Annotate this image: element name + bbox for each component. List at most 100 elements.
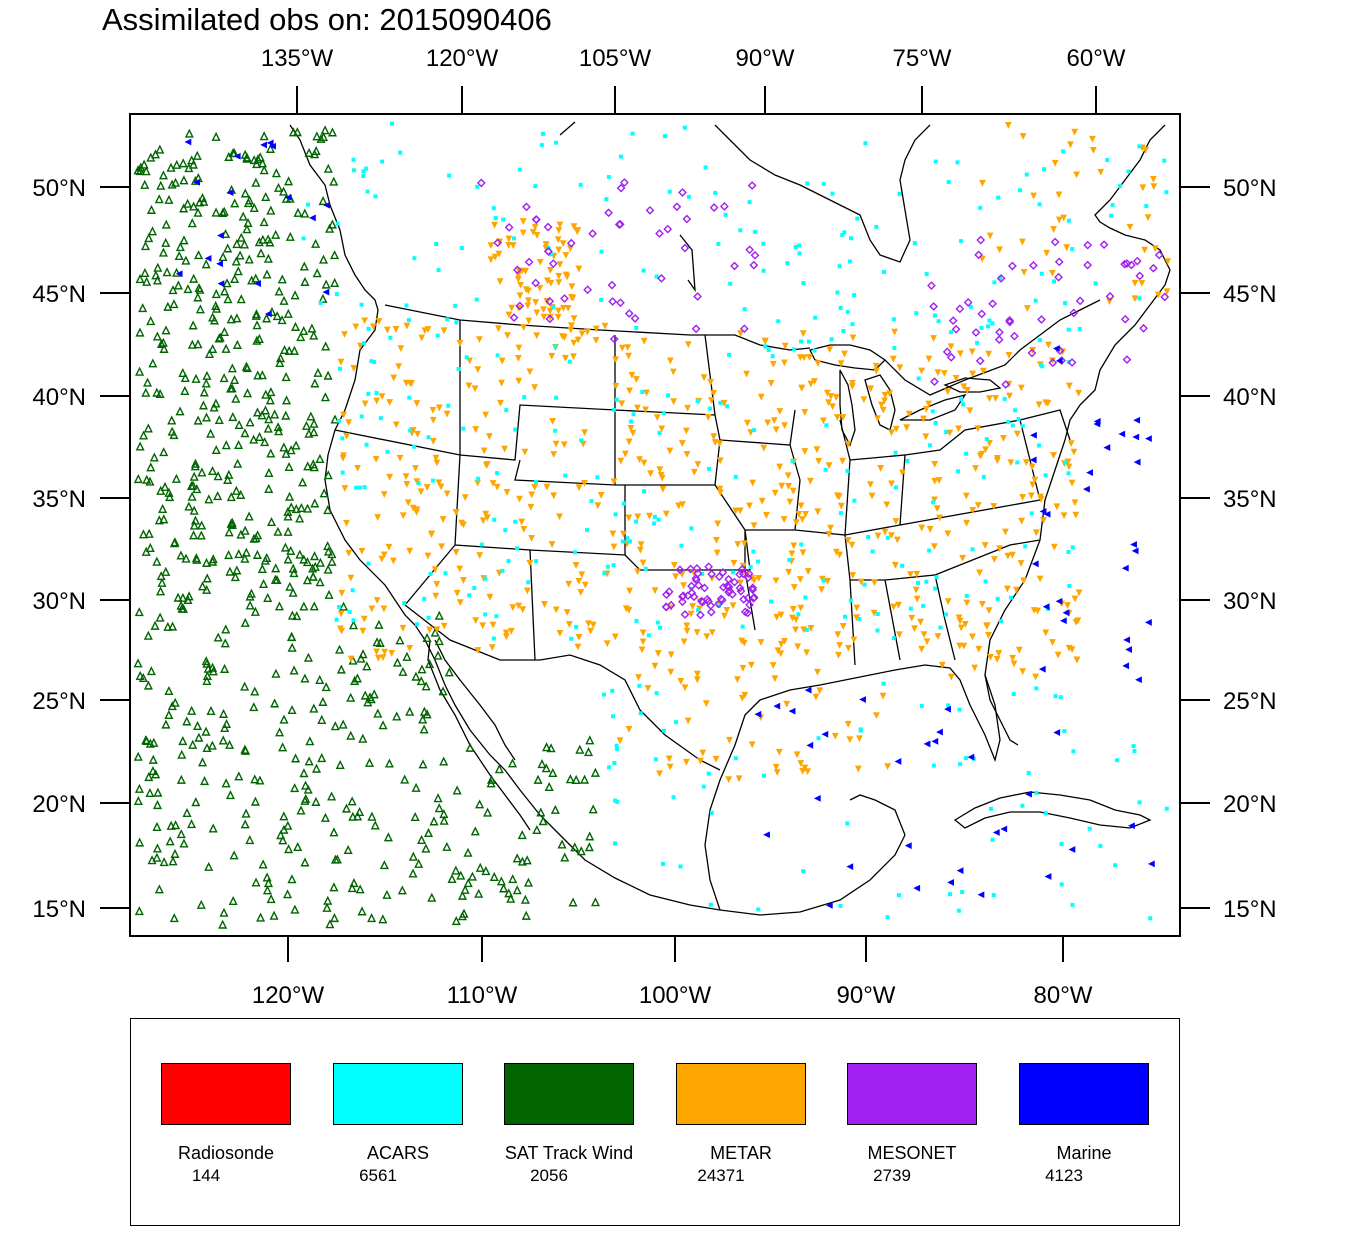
obs-marker [222, 278, 232, 288]
obs-marker [194, 282, 204, 293]
obs-marker [476, 476, 481, 481]
obs-marker [161, 719, 171, 729]
obs-marker [301, 793, 311, 803]
obs-marker [840, 232, 845, 237]
obs-marker [158, 503, 168, 513]
obs-marker [618, 154, 623, 159]
obs-marker [467, 871, 477, 881]
obs-marker [163, 301, 173, 311]
obs-marker [672, 573, 680, 581]
obs-marker [410, 811, 420, 822]
legend-swatch [161, 1063, 291, 1125]
obs-marker [283, 511, 293, 521]
obs-marker [624, 344, 632, 352]
obs-marker [1069, 308, 1079, 318]
obs-marker [1013, 408, 1018, 413]
obs-marker [399, 624, 407, 632]
obs-marker [250, 774, 260, 784]
obs-marker [202, 742, 212, 753]
obs-marker [283, 308, 293, 318]
obs-marker [348, 620, 359, 630]
obs-marker [165, 491, 175, 502]
obs-marker [963, 298, 973, 307]
obs-marker [594, 502, 602, 510]
obs-marker [712, 755, 720, 763]
obs-marker [568, 897, 578, 907]
obs-marker [198, 400, 208, 410]
obs-marker [829, 403, 836, 411]
obs-marker [278, 835, 288, 845]
obs-marker [555, 307, 562, 315]
obs-marker [778, 482, 786, 490]
obs-marker [872, 362, 880, 370]
obs-marker [496, 278, 504, 286]
obs-marker [930, 543, 938, 550]
obs-marker [852, 498, 857, 503]
obs-marker [924, 272, 929, 277]
obs-marker [552, 440, 560, 448]
legend-count: 24371 [697, 1166, 745, 1185]
obs-marker [1035, 401, 1043, 409]
obs-marker [495, 325, 502, 333]
obs-marker [894, 758, 902, 765]
obs-marker [548, 541, 556, 548]
obs-marker [133, 658, 143, 668]
obs-marker [515, 354, 522, 362]
obs-marker [529, 228, 537, 236]
obs-marker [148, 754, 158, 764]
obs-marker [299, 768, 309, 778]
obs-marker [769, 599, 774, 604]
obs-marker [743, 593, 753, 603]
obs-marker [504, 888, 514, 898]
legend-entry: ACARS 6561 [333, 1063, 463, 1185]
obs-marker [226, 383, 236, 393]
obs-marker [912, 586, 920, 594]
obs-marker [219, 708, 229, 718]
obs-marker [835, 651, 842, 659]
obs-marker [491, 221, 498, 229]
obs-marker [576, 846, 586, 856]
obs-marker [319, 132, 329, 142]
bottom-lon-label: 90°W [837, 982, 896, 1009]
obs-marker [646, 512, 653, 520]
obs-marker [418, 334, 426, 342]
obs-marker [236, 529, 246, 539]
obs-marker [153, 787, 163, 797]
obs-marker [151, 270, 161, 280]
obs-marker [781, 342, 789, 350]
obs-marker [547, 279, 555, 287]
obs-marker [571, 774, 581, 784]
obs-marker [355, 806, 365, 817]
obs-marker [931, 763, 936, 768]
obs-marker [144, 233, 154, 243]
obs-marker [612, 356, 620, 364]
obs-marker [969, 370, 977, 378]
obs-marker [276, 830, 286, 840]
bottom-lon-label: 120°W [252, 982, 325, 1009]
obs-marker [315, 453, 325, 463]
left-lat-label: 25°N [32, 688, 86, 715]
obs-marker [141, 546, 151, 556]
obs-marker [180, 385, 190, 395]
obs-marker [748, 583, 758, 593]
obs-marker [167, 179, 177, 189]
legend-entry: Radiosonde 144 [161, 1063, 291, 1185]
obs-marker [507, 758, 518, 768]
obs-marker [256, 248, 266, 258]
obs-marker [361, 341, 366, 346]
obs-marker [946, 352, 956, 362]
obs-marker [516, 292, 524, 300]
obs-marker [263, 878, 274, 888]
obs-marker [305, 736, 315, 746]
obs-marker [714, 520, 722, 528]
obs-marker [925, 400, 933, 408]
obs-marker [693, 670, 701, 678]
obs-marker [309, 330, 319, 340]
obs-marker [923, 740, 931, 748]
obs-marker [472, 586, 477, 591]
obs-marker [304, 428, 314, 438]
obs-marker [749, 260, 759, 270]
obs-marker [214, 333, 224, 343]
obs-marker [739, 324, 749, 334]
obs-marker [879, 692, 887, 700]
